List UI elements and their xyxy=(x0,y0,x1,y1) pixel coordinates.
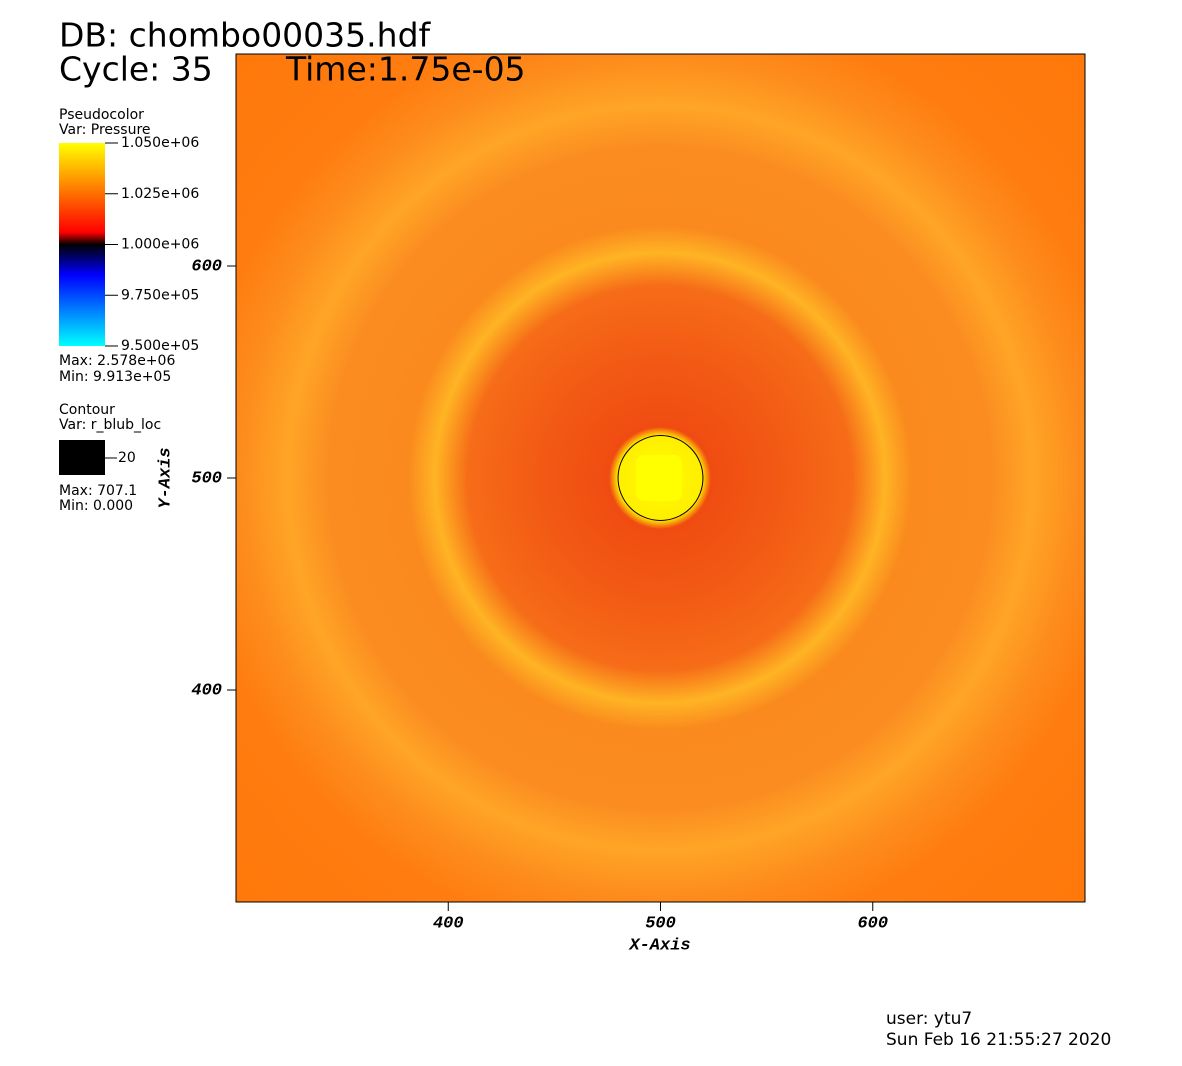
colorbar-tick-label: 1.050e+06 xyxy=(121,135,199,151)
db-title: DB: chombo00035.hdf xyxy=(59,16,432,55)
x-tick-label: 500 xyxy=(645,914,676,933)
x-tick-label: 400 xyxy=(433,914,464,933)
legend-min: Min: 9.913e+05 xyxy=(59,369,171,385)
contour-legend-label: 20 xyxy=(118,450,136,466)
colorbar-tick-label: 9.500e+05 xyxy=(121,338,199,354)
contour-swatch xyxy=(59,440,105,475)
field-core xyxy=(636,455,682,501)
colorbar-tick-label: 9.750e+05 xyxy=(121,287,199,303)
legend-max: Max: 2.578e+06 xyxy=(59,353,175,369)
y-tick-label: 500 xyxy=(191,469,222,488)
x-axis-title: X-Axis xyxy=(628,936,690,955)
x-tick-label: 600 xyxy=(857,914,888,933)
cycle: Cycle: 35 xyxy=(59,50,213,89)
date: Sun Feb 16 21:55:27 2020 xyxy=(886,1030,1111,1050)
colorbar xyxy=(59,143,105,346)
user: user: ytu7 xyxy=(886,1009,972,1029)
time: Time:1.75e-05 xyxy=(285,50,526,89)
contour-title: Contour xyxy=(59,402,115,418)
contour-var: Var: r_blub_loc xyxy=(59,417,161,433)
colorbar-tick-label: 1.025e+06 xyxy=(121,186,199,202)
colorbar-tick-label: 1.000e+06 xyxy=(121,237,199,253)
y-tick-label: 600 xyxy=(191,257,222,276)
y-tick-label: 400 xyxy=(191,681,222,700)
y-axis-title: Y-Axis xyxy=(156,447,175,508)
pressure-field xyxy=(236,54,1085,902)
legend-var: Var: Pressure xyxy=(59,122,151,138)
contour-line xyxy=(617,435,704,521)
contour-min: Min: 0.000 xyxy=(59,498,133,514)
legend-title: Pseudocolor xyxy=(59,107,144,123)
contour-max: Max: 707.1 xyxy=(59,483,137,499)
